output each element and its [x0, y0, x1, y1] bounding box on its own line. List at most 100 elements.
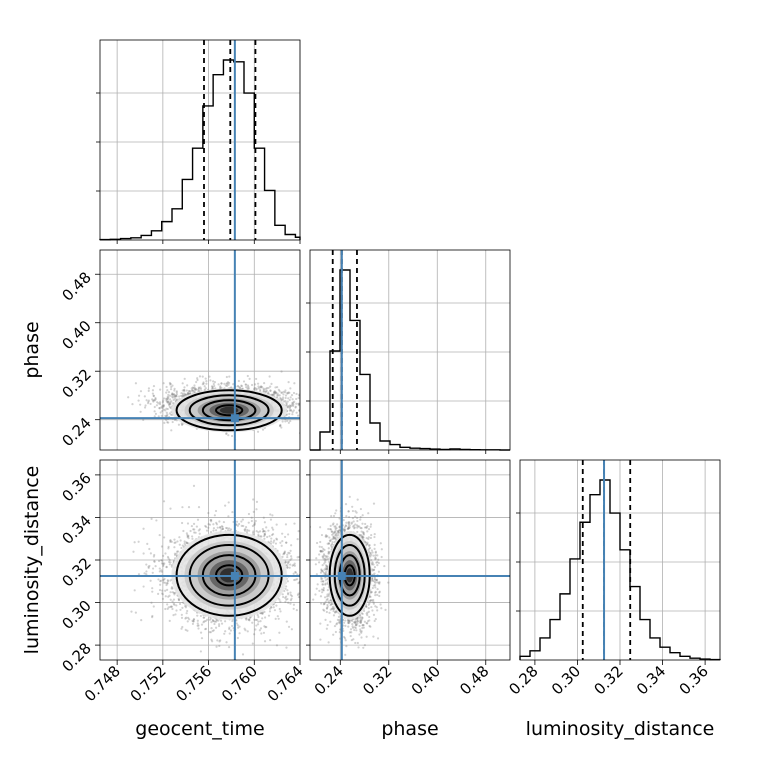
sample-point	[217, 619, 220, 622]
sample-point	[263, 532, 266, 536]
sample-point	[230, 434, 234, 438]
sample-point	[192, 484, 196, 487]
sample-point	[174, 394, 177, 397]
sample-point	[171, 396, 175, 399]
sample-point	[285, 541, 288, 544]
sample-point	[302, 398, 304, 400]
sample-point	[289, 387, 292, 390]
sample-point	[226, 527, 229, 530]
sample-point	[246, 384, 250, 387]
sample-point	[281, 396, 285, 399]
sample-point	[286, 400, 289, 403]
sample-point	[274, 391, 277, 394]
sample-point	[158, 570, 161, 573]
sample-point	[274, 391, 277, 394]
sample-point	[167, 393, 170, 396]
sample-point	[274, 542, 278, 545]
sample-point	[257, 533, 260, 536]
sample-point	[153, 399, 157, 402]
sample-point	[175, 552, 178, 555]
sample-point	[187, 390, 191, 393]
sample-point	[286, 392, 289, 395]
sample-point	[182, 389, 186, 392]
sample-point	[240, 384, 243, 387]
hist-panel-geocent_time	[96, 39, 301, 241]
sample-point	[160, 559, 164, 562]
sample-point	[181, 392, 185, 395]
sample-point	[262, 388, 266, 391]
sample-point	[277, 388, 280, 391]
sample-point	[175, 395, 178, 398]
sample-point	[289, 563, 292, 566]
sample-point	[208, 375, 211, 378]
sample-point	[242, 380, 246, 383]
sample-point	[255, 500, 259, 503]
sample-point	[269, 385, 272, 388]
sample-point	[296, 414, 300, 417]
sample-point	[168, 401, 171, 405]
sample-point	[259, 386, 262, 389]
sample-point	[151, 398, 154, 401]
sample-point	[169, 403, 172, 406]
sample-point	[298, 393, 300, 396]
sample-point	[161, 404, 164, 408]
sample-point	[282, 400, 286, 403]
sample-point	[297, 396, 300, 400]
sample-point	[166, 555, 170, 559]
sample-point	[304, 554, 306, 556]
sample-point	[162, 404, 165, 407]
sample-point	[166, 580, 170, 583]
sample-point	[183, 390, 186, 393]
sample-point	[261, 611, 264, 614]
sample-point	[168, 381, 171, 385]
sample-point	[227, 383, 230, 386]
sample-point	[230, 624, 234, 628]
sample-point	[202, 382, 205, 385]
sample-point	[245, 530, 249, 533]
sample-point	[170, 395, 174, 398]
sample-point	[260, 385, 264, 389]
sample-point	[276, 392, 279, 395]
sample-point	[293, 564, 296, 567]
sample-point	[257, 387, 260, 390]
sample-point	[164, 409, 167, 412]
sample-point	[162, 578, 165, 581]
sample-point	[187, 392, 190, 395]
density-level	[219, 406, 239, 414]
sample-point	[183, 377, 186, 380]
sample-point	[229, 629, 233, 632]
sample-point	[291, 403, 294, 406]
sample-point	[151, 392, 155, 395]
sample-point	[244, 527, 247, 531]
sample-point	[250, 383, 254, 387]
sample-point	[263, 382, 266, 385]
sample-point	[154, 398, 157, 401]
sample-point	[212, 380, 215, 383]
sample-point	[290, 544, 293, 547]
sample-point	[171, 393, 174, 396]
sample-point	[284, 391, 287, 394]
sample-point	[175, 391, 178, 394]
sample-point	[203, 385, 206, 388]
sample-point	[159, 583, 162, 586]
sample-point	[165, 399, 168, 402]
sample-point	[153, 415, 156, 418]
sample-point	[210, 385, 214, 388]
sample-point	[139, 410, 142, 413]
sample-point	[175, 393, 179, 396]
sample-point	[165, 414, 169, 417]
sample-point	[251, 642, 254, 645]
sample-point	[164, 595, 167, 598]
sample-point	[159, 402, 162, 406]
sample-point	[255, 377, 258, 381]
sample-point	[288, 391, 291, 394]
sample-point	[220, 382, 223, 385]
sample-point	[174, 397, 177, 400]
sample-point	[226, 381, 230, 384]
sample-point	[284, 389, 287, 392]
sample-point	[204, 387, 207, 390]
sample-point	[162, 397, 166, 400]
sample-point	[185, 541, 188, 544]
sample-point	[284, 394, 288, 397]
sample-point	[279, 610, 282, 613]
